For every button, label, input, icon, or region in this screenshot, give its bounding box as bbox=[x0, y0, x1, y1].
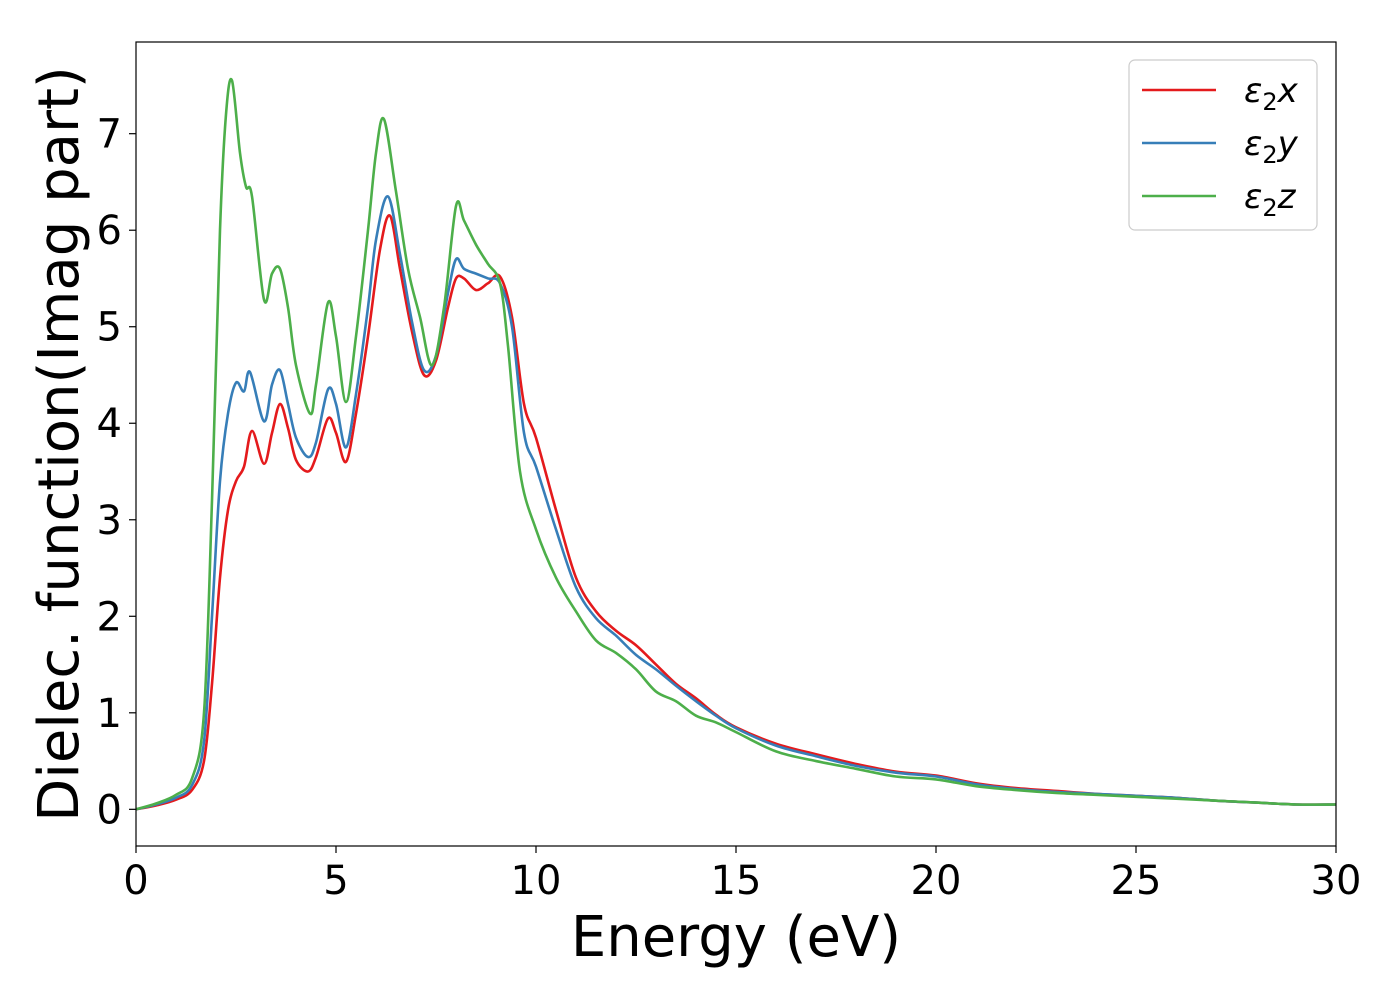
legend-box bbox=[1128, 59, 1318, 231]
y-tick-label: 1 bbox=[97, 691, 122, 737]
x-tick-label: 10 bbox=[511, 858, 562, 904]
y-tick-label: 0 bbox=[97, 787, 122, 833]
y-axis: 0 1 2 3 4 5 6 7 bbox=[97, 112, 136, 833]
y-tick-label: 2 bbox=[97, 594, 122, 640]
y-tick-label: 3 bbox=[97, 498, 122, 544]
x-axis: 0 5 10 15 20 25 30 bbox=[123, 846, 1361, 904]
series-lines bbox=[135, 77, 1337, 811]
y-tick-label: 7 bbox=[97, 112, 122, 158]
legend-label-z: ε2z bbox=[1244, 177, 1297, 222]
legend-label-y: ε2y bbox=[1244, 124, 1299, 169]
legend-label-x: ε2x bbox=[1244, 71, 1299, 116]
x-tick-label: 0 bbox=[123, 858, 148, 904]
x-axis-title: Energy (eV) bbox=[571, 905, 901, 970]
x-tick-label: 20 bbox=[911, 858, 962, 904]
x-tick-label: 5 bbox=[323, 858, 348, 904]
series-line-z bbox=[135, 77, 1337, 811]
y-axis-title: Dielec. function(Imag part) bbox=[27, 66, 92, 822]
legend: ε2x ε2y ε2z bbox=[1128, 59, 1318, 231]
y-tick-label: 4 bbox=[97, 401, 122, 447]
x-tick-label: 30 bbox=[1311, 858, 1362, 904]
y-tick-label: 6 bbox=[97, 208, 122, 254]
x-tick-label: 25 bbox=[1111, 858, 1162, 904]
x-tick-label: 15 bbox=[711, 858, 762, 904]
series-line-y bbox=[135, 195, 1337, 811]
y-tick-label: 5 bbox=[97, 305, 122, 351]
series-line-x bbox=[135, 214, 1337, 811]
